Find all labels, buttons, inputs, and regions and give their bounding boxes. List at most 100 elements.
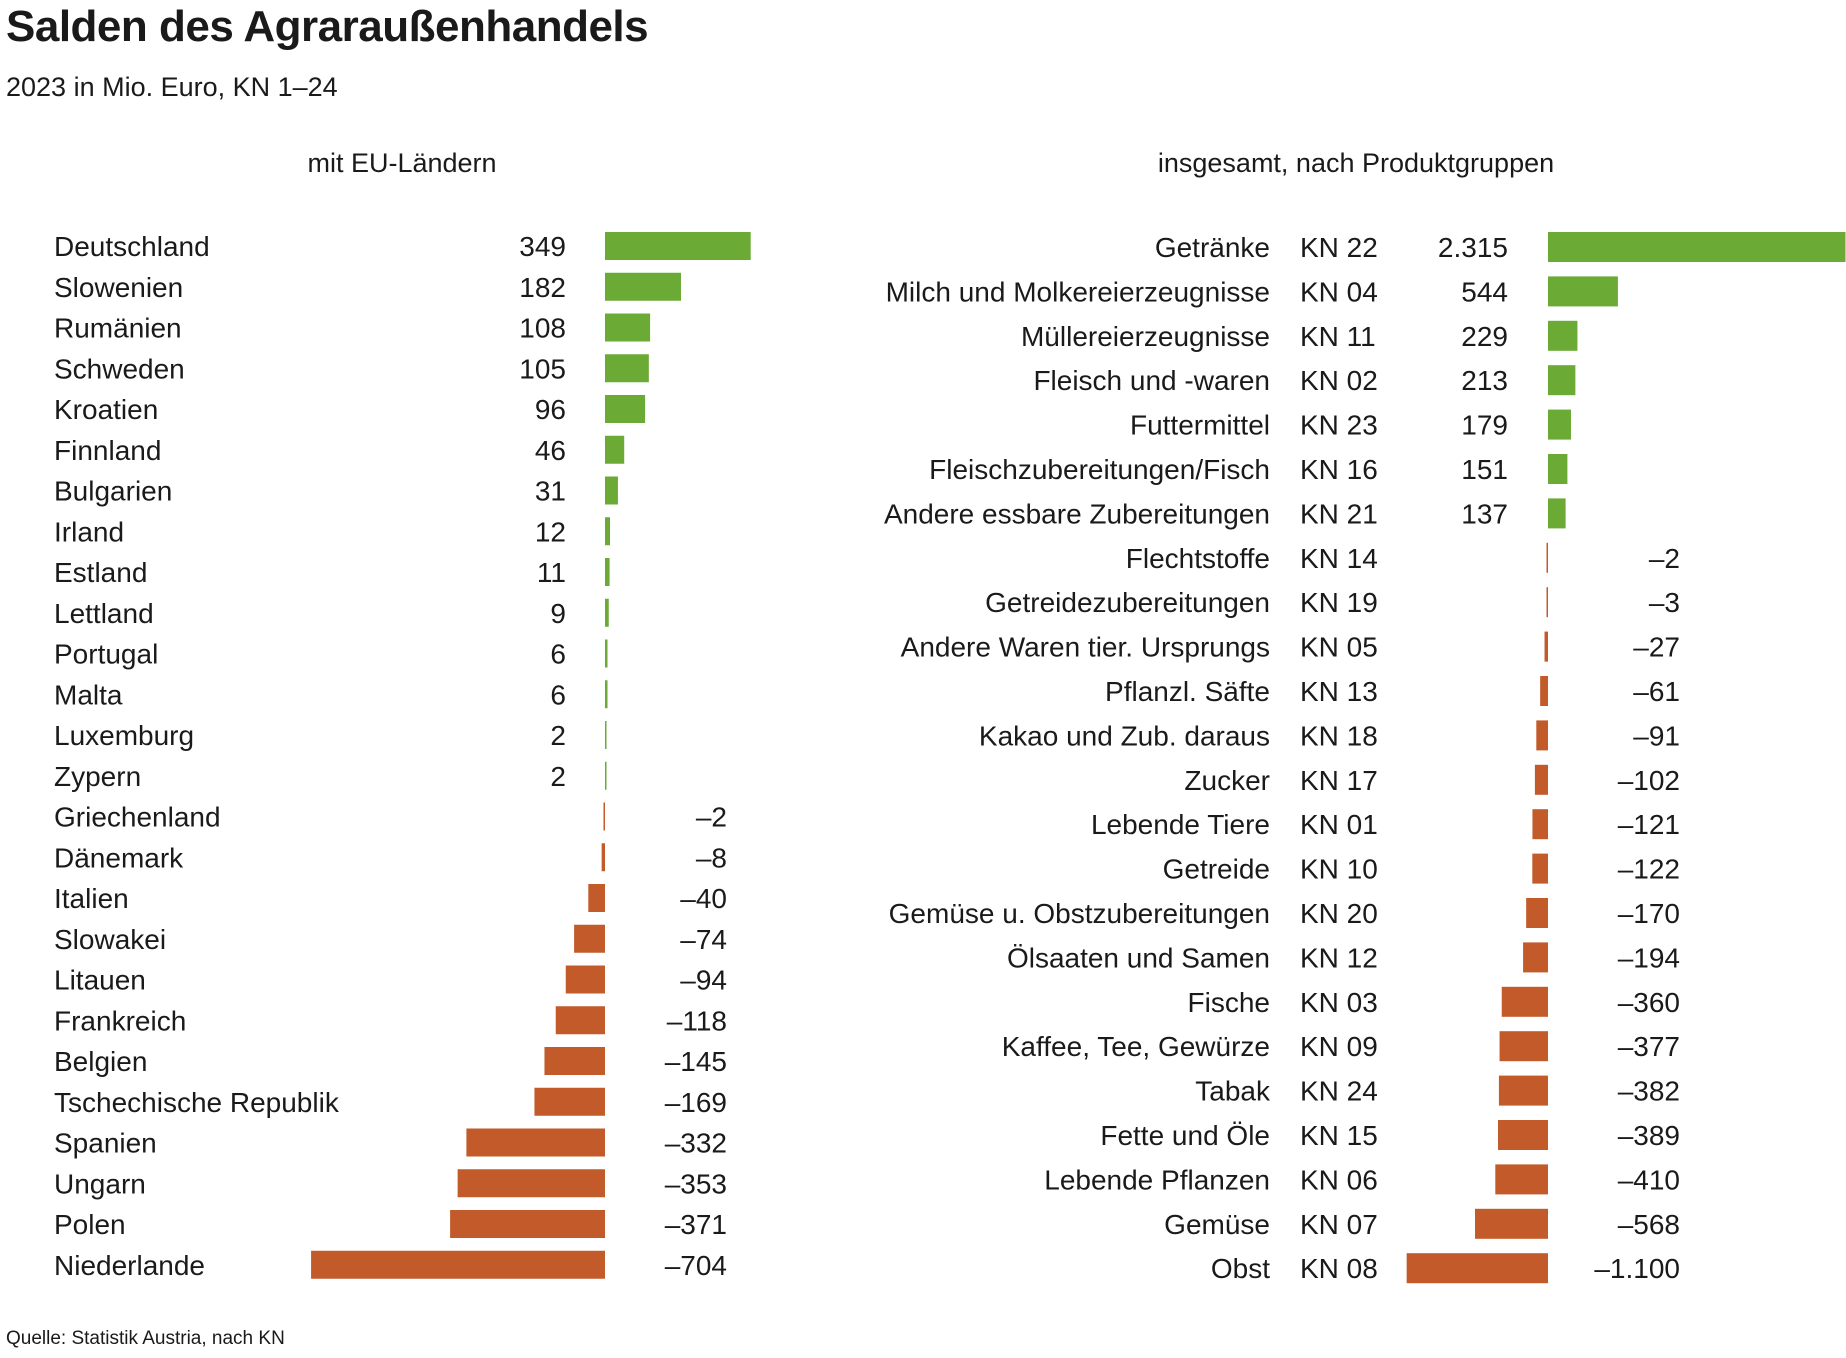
value-label: –382 [1618, 1076, 1680, 1107]
product-label: Lebende Pflanzen [1044, 1164, 1270, 1195]
country-label: Rumänien [54, 313, 182, 344]
value-label: –118 [667, 1005, 727, 1036]
product-label: Gemüse u. Obstzubereitungen [889, 898, 1270, 929]
country-label: Slowakei [54, 924, 166, 955]
bar [605, 395, 646, 423]
product-label: Fette und Öle [1100, 1120, 1270, 1151]
chart-title: Salden des Agraraußenhandels [6, 2, 649, 51]
product-label: Getränke [1155, 232, 1270, 263]
value-label: –360 [1618, 987, 1680, 1018]
value-label: 2 [550, 761, 566, 792]
left-panel-title: mit EU-Ländern [307, 148, 496, 178]
value-label: –2 [696, 802, 727, 833]
value-label: –353 [665, 1168, 727, 1199]
country-label: Griechenland [54, 802, 221, 833]
country-label: Slowenien [54, 272, 183, 303]
country-label: Belgien [54, 1046, 147, 1077]
kn-code: KN 21 [1300, 498, 1378, 529]
value-label: 9 [550, 598, 566, 629]
kn-code: KN 08 [1300, 1253, 1378, 1284]
country-label: Tschechische Republik [54, 1087, 340, 1118]
kn-code: KN 01 [1300, 809, 1378, 840]
country-label: Schweden [54, 353, 185, 384]
value-label: 349 [519, 231, 566, 262]
value-label: –122 [1618, 854, 1680, 885]
kn-code: KN 11 [1300, 321, 1376, 352]
kn-code: KN 17 [1300, 765, 1378, 796]
bar [1548, 365, 1576, 396]
bar [311, 1250, 605, 1279]
product-label: Ölsaaten und Samen [1007, 942, 1270, 973]
bar [1475, 1208, 1548, 1239]
value-label: –2 [1649, 543, 1680, 574]
bar [574, 924, 605, 953]
bar [555, 1006, 605, 1035]
product-label: Pflanzl. Säfte [1105, 676, 1270, 707]
kn-code: KN 13 [1300, 676, 1378, 707]
bar [1548, 409, 1572, 440]
value-label: –145 [665, 1046, 727, 1077]
country-label: Bulgarien [54, 476, 172, 507]
value-label: 213 [1461, 365, 1508, 396]
bar [605, 476, 618, 505]
value-label: –194 [1618, 942, 1680, 973]
country-label: Ungarn [54, 1168, 146, 1199]
bar [1546, 587, 1548, 618]
kn-code: KN 09 [1300, 1031, 1378, 1062]
bar [605, 517, 611, 546]
kn-code: KN 06 [1300, 1164, 1378, 1195]
bar [603, 802, 605, 831]
product-label: Tabak [1195, 1076, 1271, 1107]
value-label: 151 [1461, 454, 1508, 485]
bar [1499, 1031, 1548, 1062]
kn-code: KN 04 [1300, 276, 1378, 307]
bar [601, 843, 605, 872]
country-label: Polen [54, 1209, 126, 1240]
product-label: Kaffee, Tee, Gewürze [1002, 1031, 1270, 1062]
value-label: –377 [1618, 1031, 1680, 1062]
bar [1548, 276, 1618, 307]
kn-code: KN 20 [1300, 898, 1378, 929]
bar [1548, 320, 1578, 351]
product-label: Futtermittel [1130, 410, 1270, 441]
bar [605, 272, 681, 301]
product-label: Flechtstoffe [1126, 543, 1270, 574]
value-label: 46 [535, 435, 566, 466]
product-label: Andere essbare Zubereitungen [884, 498, 1270, 529]
value-label: 179 [1461, 410, 1508, 441]
value-label: 182 [519, 272, 566, 303]
value-label: 6 [550, 639, 566, 670]
left-chart-panel: Deutschland 349 Slowenien 182 Rumänien 108 Sch… [54, 231, 751, 1281]
value-label: –389 [1618, 1120, 1680, 1151]
bar [534, 1087, 605, 1116]
bar [1523, 942, 1548, 973]
bar [1540, 676, 1548, 706]
value-label: 544 [1461, 276, 1508, 307]
bar [605, 639, 608, 668]
bar [466, 1128, 605, 1157]
value-label: 105 [519, 353, 566, 384]
kn-code: KN 23 [1300, 410, 1378, 441]
bar [457, 1169, 605, 1198]
product-label: Andere Waren tier. Ursprungs [901, 632, 1270, 663]
value-label: –61 [1633, 676, 1680, 707]
kn-code: KN 16 [1300, 454, 1378, 485]
right-panel-title: insgesamt, nach Produktgruppen [1158, 148, 1554, 178]
bar [605, 558, 610, 586]
bar [1546, 542, 1548, 573]
bar [605, 232, 751, 260]
product-label: Getreide [1163, 854, 1270, 885]
bar [1548, 232, 1846, 262]
bar [605, 721, 607, 749]
value-label: –8 [696, 842, 727, 873]
bar [1532, 853, 1548, 884]
kn-code: KN 19 [1300, 587, 1378, 618]
product-label: Obst [1211, 1253, 1270, 1284]
country-label: Portugal [54, 639, 158, 670]
bar [1495, 1164, 1548, 1195]
product-label: Zucker [1184, 765, 1270, 796]
product-label: Müllereierzeugnisse [1021, 321, 1270, 352]
kn-code: KN 07 [1300, 1209, 1378, 1240]
value-label: 12 [535, 516, 566, 547]
